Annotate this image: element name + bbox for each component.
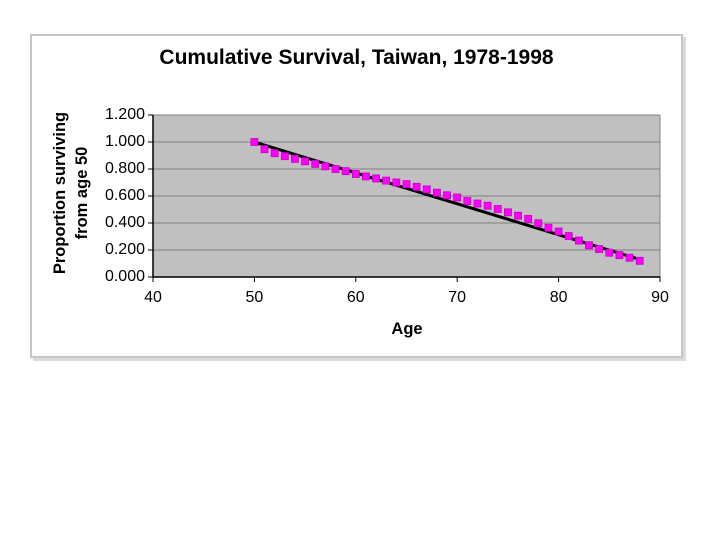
data-point-marker xyxy=(473,199,482,208)
data-point-marker xyxy=(503,208,512,217)
data-point-marker xyxy=(595,245,604,253)
data-point-marker xyxy=(544,223,553,232)
y-axis-title-line2: from age 50 xyxy=(73,146,91,240)
data-point-marker xyxy=(463,197,472,205)
data-point-marker xyxy=(615,251,624,260)
data-point-marker xyxy=(635,256,644,265)
data-point-marker xyxy=(291,154,299,163)
y-tick-label: 1.200 xyxy=(104,106,145,123)
chart-title: Cumulative Survival, Taiwan, 1978-1998 xyxy=(159,46,554,69)
y-axis-title-line1: Proportion surviving xyxy=(51,111,69,275)
x-tick-label: 90 xyxy=(651,289,669,306)
y-tick-label: 0.200 xyxy=(104,241,145,258)
data-point-marker xyxy=(351,170,360,178)
data-point-marker xyxy=(382,176,391,185)
data-point-marker xyxy=(412,182,421,191)
x-tick-label: 50 xyxy=(245,289,264,306)
data-point-marker xyxy=(362,172,370,181)
data-point-marker xyxy=(625,253,634,262)
data-point-marker xyxy=(483,201,492,210)
data-point-marker xyxy=(301,157,310,166)
y-axis-title: Proportion surviving from age 50 xyxy=(49,92,95,294)
data-point-marker xyxy=(250,138,259,146)
data-point-marker xyxy=(514,211,522,220)
data-point-marker xyxy=(453,193,462,202)
y-tick-label: 0.800 xyxy=(104,160,145,177)
data-point-marker xyxy=(585,241,593,250)
data-point-marker xyxy=(321,162,330,171)
data-point-marker xyxy=(493,205,502,213)
data-point-marker xyxy=(280,152,289,161)
data-point-marker xyxy=(372,174,380,183)
data-point-marker xyxy=(605,248,614,257)
x-tick-label: 40 xyxy=(144,289,162,306)
data-point-marker xyxy=(564,232,573,240)
x-axis-title: Age xyxy=(391,320,423,338)
data-point-marker xyxy=(554,227,563,236)
x-tick-label: 80 xyxy=(549,289,568,306)
x-tick-label: 60 xyxy=(346,289,365,306)
data-point-marker xyxy=(574,236,583,245)
x-tick-label: 70 xyxy=(448,289,467,306)
data-point-marker xyxy=(443,191,451,200)
data-point-marker xyxy=(270,149,279,158)
data-point-marker xyxy=(311,159,320,168)
y-tick-label: 0.400 xyxy=(104,214,145,231)
data-point-marker xyxy=(341,167,350,176)
data-point-marker xyxy=(260,145,269,154)
data-point-marker xyxy=(422,185,431,194)
data-point-marker xyxy=(392,178,401,187)
data-point-marker xyxy=(331,165,340,173)
plot-area xyxy=(148,114,661,282)
y-tick-label: 0.600 xyxy=(104,187,145,204)
data-point-marker xyxy=(534,219,543,228)
data-point-marker xyxy=(402,180,411,189)
data-point-marker xyxy=(433,188,441,197)
chart-object: Cumulative Survival, Taiwan, 1978-1998 1… xyxy=(30,34,683,358)
y-tick-label: 0.000 xyxy=(104,268,145,285)
data-point-marker xyxy=(524,215,533,223)
y-tick-label: 1.000 xyxy=(104,133,145,150)
